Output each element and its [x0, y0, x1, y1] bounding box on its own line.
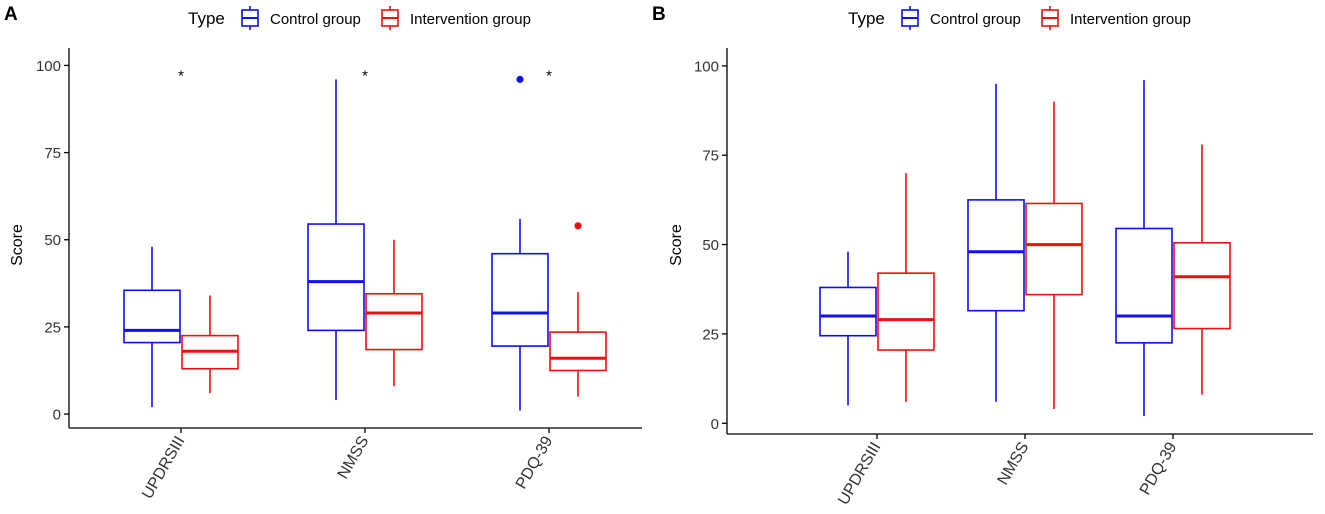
box-iqr — [819, 286, 877, 337]
y-tick-label: 75 — [702, 148, 719, 165]
plot-area-b: 0 25 50 75 100 UPDRSIII NMSS PDQ-39 — [694, 48, 1313, 508]
significance-marker: * — [362, 67, 368, 84]
legend-title: Type — [188, 9, 225, 28]
x-tick-label: UPDRSIII — [835, 440, 884, 509]
y-tick-label: 0 — [53, 407, 61, 424]
y-tick-label: 25 — [44, 319, 61, 336]
x-tick-label: NMSS — [995, 440, 1033, 489]
legend-label-control: Control group — [270, 11, 361, 28]
box-iqr — [967, 199, 1025, 312]
legend-label-intervention: Intervention group — [1070, 11, 1191, 28]
significance-marker: * — [546, 67, 552, 84]
plot-area-a: 0 25 50 75 100 UPDRSIII NMSS PDQ-39 * * * — [36, 48, 642, 502]
x-tick-label: PDQ-39 — [513, 433, 557, 492]
outlier-point — [516, 75, 524, 83]
y-tick-label: 0 — [711, 416, 719, 433]
legend-label-control: Control group — [930, 11, 1021, 28]
legend-key-intervention — [381, 6, 399, 30]
legend-key-control — [901, 6, 919, 30]
box-iqr — [1025, 202, 1083, 296]
y-tick-label: 50 — [44, 232, 61, 249]
legend-title: Type — [848, 9, 885, 28]
legend-b: Type Control group Intervention group — [848, 6, 1191, 30]
box-iqr — [877, 272, 935, 351]
x-tick-label: PDQ-39 — [1137, 439, 1181, 498]
x-tick-label: UPDRSIII — [139, 434, 188, 503]
y-tick-label: 100 — [694, 58, 719, 75]
y-tick-label: 50 — [702, 237, 719, 254]
x-tick-label: NMSS — [335, 434, 373, 483]
legend-label-intervention: Intervention group — [410, 11, 531, 28]
outlier-point — [574, 222, 582, 230]
box-iqr — [491, 252, 549, 347]
panel-label-a: A — [4, 4, 18, 25]
legend-key-control — [241, 6, 259, 30]
panel-b: B Type Control group Intervention group … — [652, 4, 1313, 508]
box-iqr — [1173, 241, 1231, 330]
box-iqr — [365, 292, 423, 351]
y-tick-label: 100 — [36, 58, 61, 75]
y-tick-label: 75 — [44, 145, 61, 162]
y-tick-label: 25 — [702, 326, 719, 343]
panel-label-b: B — [652, 4, 666, 25]
y-axis-title-b: Score — [668, 224, 685, 266]
significance-marker: * — [178, 67, 184, 84]
box-iqr — [549, 331, 607, 372]
box-iqr — [1115, 227, 1173, 344]
legend-a: Type Control group Intervention group — [188, 6, 531, 30]
box-iqr — [123, 289, 181, 344]
panel-a: A Type Control group Intervention group … — [4, 4, 642, 502]
y-axis-title-a: Score — [9, 224, 26, 266]
legend-key-intervention — [1041, 6, 1059, 30]
box-iqr — [307, 223, 365, 332]
